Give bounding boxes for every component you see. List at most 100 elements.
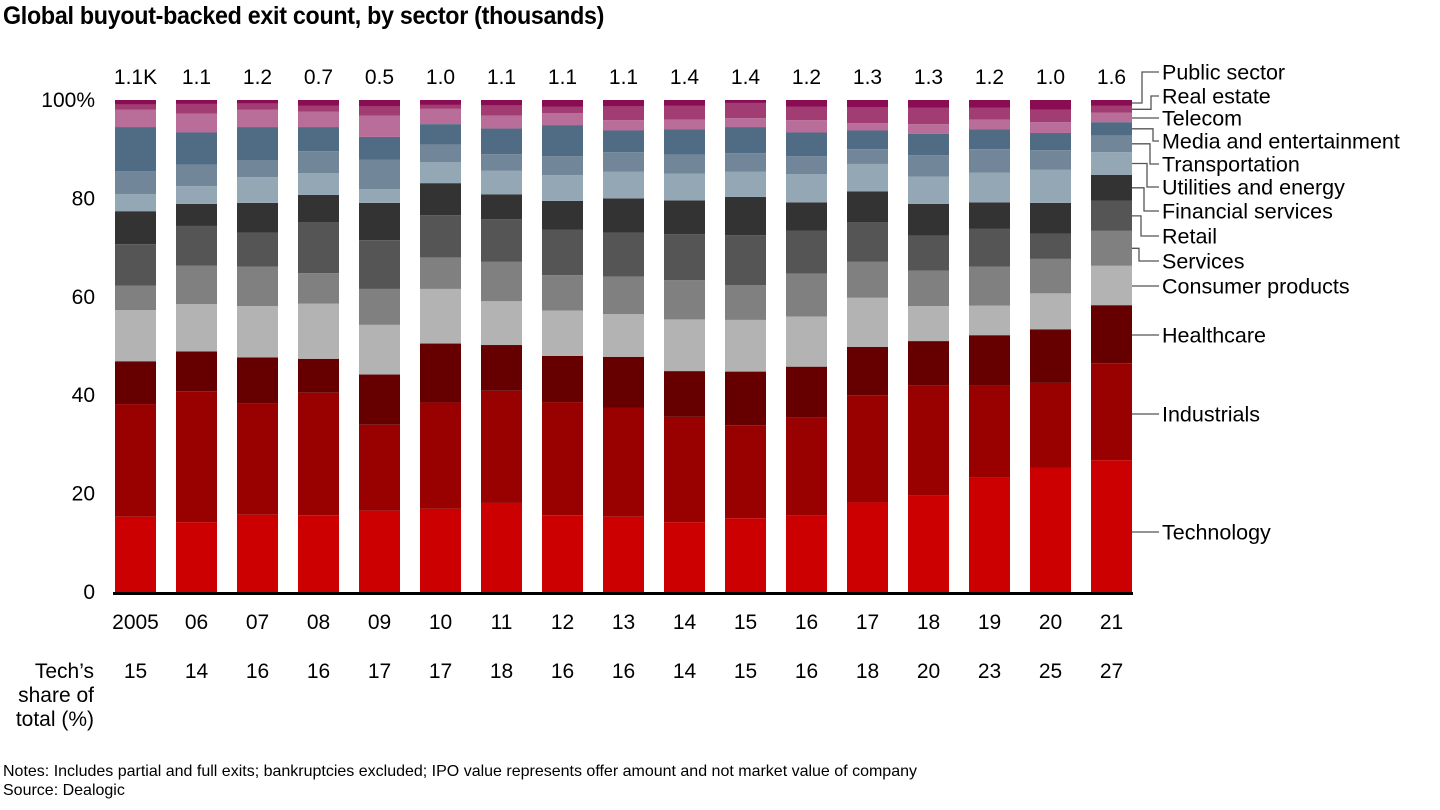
bar-segment-telecom bbox=[115, 109, 156, 128]
bar-segment-real-estate bbox=[1030, 109, 1071, 123]
bar-segment-telecom bbox=[847, 123, 888, 131]
bar-segment-healthcare bbox=[786, 366, 827, 418]
bar-segment-telecom bbox=[176, 113, 217, 133]
bar-segment-healthcare bbox=[359, 374, 400, 425]
bar-segment-public-sector bbox=[359, 100, 400, 107]
bar-segment-industrials bbox=[908, 385, 949, 496]
bar-segment-utilities-and-energy bbox=[847, 163, 888, 192]
legend-item-telecom: Telecom bbox=[1132, 107, 1242, 131]
bar-segment-industrials bbox=[1030, 382, 1071, 468]
bar-segment-transportation bbox=[908, 155, 949, 177]
tech-share-value: 15 bbox=[124, 660, 147, 683]
total-label: 1.3 bbox=[914, 66, 943, 89]
legend-item-financial-services: Financial services bbox=[1132, 187, 1333, 224]
bar-segment-media-and-entertainment bbox=[115, 127, 156, 172]
bar-segment-telecom bbox=[725, 118, 766, 128]
bar-segment-retail bbox=[420, 215, 461, 258]
bar-segment-public-sector bbox=[847, 100, 888, 108]
tech-share-value: 18 bbox=[856, 660, 879, 683]
bar-segment-media-and-entertainment bbox=[237, 127, 278, 161]
bar-segment-real-estate bbox=[664, 105, 705, 120]
total-label: 1.3 bbox=[853, 66, 882, 89]
bar-08 bbox=[298, 100, 339, 592]
bar-segment-telecom bbox=[359, 115, 400, 137]
tech-share-value: 17 bbox=[368, 660, 391, 683]
bar-segment-transportation bbox=[786, 156, 827, 175]
bar-segment-transportation bbox=[359, 159, 400, 190]
y-tick-label: 20 bbox=[72, 483, 95, 506]
x-axis-labels: 2005 06 07 08 09 10 11 12 13 14 15 16 17 18 19 20 21 bbox=[112, 611, 1123, 634]
total-label: 1.0 bbox=[426, 66, 455, 89]
bar-segment-financial-services bbox=[847, 191, 888, 223]
bar-segment-retail bbox=[908, 235, 949, 271]
bar-segment-financial-services bbox=[420, 183, 461, 216]
bar-segment-services bbox=[725, 284, 766, 320]
bar-segment-technology bbox=[176, 522, 217, 592]
bar-segment-utilities-and-energy bbox=[298, 173, 339, 195]
bar-segment-financial-services bbox=[603, 198, 644, 233]
bar-segment-public-sector bbox=[237, 100, 278, 104]
bar-segment-healthcare bbox=[847, 346, 888, 396]
bar-segment-telecom bbox=[1091, 112, 1132, 123]
bar-segment-industrials bbox=[481, 390, 522, 503]
bar-segment-financial-services bbox=[1030, 202, 1071, 234]
x-tick-label: 06 bbox=[185, 611, 208, 634]
bar-segment-financial-services bbox=[664, 200, 705, 235]
bar-segment-utilities-and-energy bbox=[908, 176, 949, 204]
bar-segment-industrials bbox=[664, 416, 705, 523]
bar-segment-retail bbox=[725, 235, 766, 285]
bar-segment-utilities-and-energy bbox=[237, 177, 278, 203]
bar-segment-technology bbox=[969, 477, 1010, 592]
x-tick-label: 17 bbox=[856, 611, 879, 634]
bar-segment-services bbox=[969, 266, 1010, 306]
chart-source: Source: Dealogic bbox=[3, 782, 125, 799]
legend-leader-line bbox=[1132, 247, 1159, 262]
bar-segment-utilities-and-energy bbox=[969, 172, 1010, 203]
bar-segment-telecom bbox=[969, 119, 1010, 130]
bar-segment-retail bbox=[1091, 200, 1132, 231]
bar-segment-transportation bbox=[603, 152, 644, 172]
bar-segment-healthcare bbox=[969, 335, 1010, 386]
bar-segment-real-estate bbox=[298, 105, 339, 112]
bar-segment-public-sector bbox=[969, 100, 1010, 108]
bar-segment-healthcare bbox=[298, 358, 339, 393]
bar-segment-real-estate bbox=[847, 107, 888, 124]
bar-segment-technology bbox=[1091, 460, 1132, 592]
bar-segment-real-estate bbox=[908, 107, 949, 125]
bar-segment-public-sector bbox=[1030, 100, 1071, 110]
bar-segment-transportation bbox=[847, 149, 888, 164]
legend-label: Telecom bbox=[1162, 107, 1242, 131]
bar-segment-healthcare bbox=[664, 371, 705, 417]
bar-segment-telecom bbox=[542, 113, 583, 126]
bar-segment-transportation bbox=[1091, 135, 1132, 153]
bar-segment-transportation bbox=[176, 164, 217, 187]
bar-segment-public-sector bbox=[664, 100, 705, 106]
bar-segment-consumer-products bbox=[1091, 265, 1132, 306]
bar-segment-services bbox=[908, 270, 949, 307]
bar-segment-consumer-products bbox=[847, 297, 888, 347]
bar-segment-services bbox=[542, 275, 583, 311]
bar-segment-telecom bbox=[1030, 122, 1071, 133]
total-label: 1.2 bbox=[792, 66, 821, 89]
bar-segment-utilities-and-energy bbox=[1030, 169, 1071, 203]
bar-segment-healthcare bbox=[603, 356, 644, 408]
tech-share-label: share of bbox=[18, 684, 94, 707]
bar-segment-real-estate bbox=[969, 107, 1010, 120]
bar-segment-consumer-products bbox=[969, 305, 1010, 336]
bar-segment-services bbox=[298, 273, 339, 304]
bar-15 bbox=[725, 100, 766, 592]
bar-segment-media-and-entertainment bbox=[176, 132, 217, 165]
bar-18 bbox=[908, 100, 949, 592]
bar-segment-technology bbox=[298, 515, 339, 592]
legend-item-utilities-and-energy: Utilities and energy bbox=[1132, 162, 1345, 200]
bar-segment-services bbox=[115, 285, 156, 311]
bar-segment-technology bbox=[664, 522, 705, 592]
total-label: 1.0 bbox=[1036, 66, 1065, 89]
legend-item-technology: Technology bbox=[1132, 521, 1271, 545]
x-tick-label: 08 bbox=[307, 611, 330, 634]
bar-segment-technology bbox=[1030, 467, 1071, 592]
tech-share-value: 15 bbox=[734, 660, 757, 683]
tech-share-value: 14 bbox=[185, 660, 209, 683]
tech-share-label: total (%) bbox=[16, 708, 94, 731]
